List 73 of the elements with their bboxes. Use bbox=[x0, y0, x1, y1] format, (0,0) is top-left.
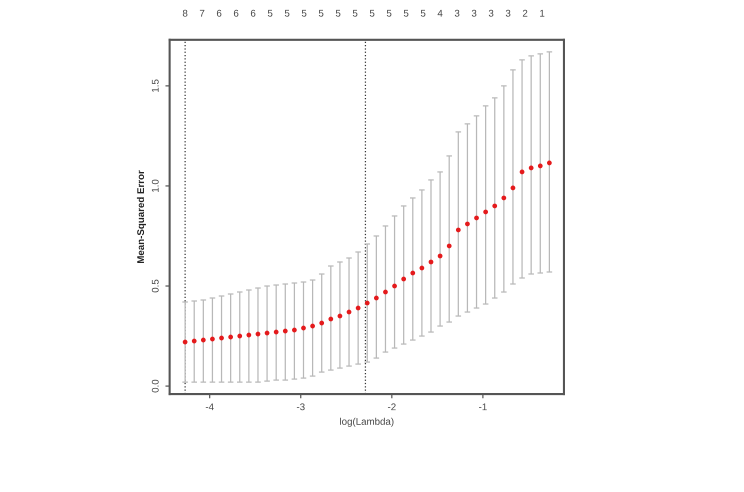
point bbox=[356, 306, 361, 310]
point bbox=[510, 186, 516, 190]
text: 6 bbox=[250, 10, 256, 17]
point bbox=[310, 324, 316, 328]
text: 5 bbox=[302, 10, 306, 17]
text: 3 bbox=[454, 10, 460, 17]
point bbox=[374, 296, 379, 300]
point bbox=[192, 338, 197, 344]
point bbox=[346, 310, 352, 314]
text: 5 bbox=[386, 10, 392, 17]
point bbox=[264, 330, 270, 336]
point bbox=[419, 266, 424, 270]
x-axis-title: log(Lambda) bbox=[340, 418, 394, 427]
point bbox=[182, 340, 188, 344]
point bbox=[456, 228, 461, 232]
text: 5 bbox=[318, 10, 324, 17]
point bbox=[282, 328, 288, 334]
y-tick-label: 0.0 bbox=[152, 380, 159, 392]
x-tick-label: -1 bbox=[479, 403, 487, 410]
x-tick-label: -2 bbox=[388, 403, 396, 410]
text: 5 bbox=[370, 10, 374, 17]
point bbox=[438, 254, 442, 258]
text: 8 bbox=[182, 10, 188, 17]
point bbox=[200, 338, 206, 342]
text: 5 bbox=[284, 10, 290, 17]
y-tick-label: 1.0 bbox=[152, 180, 159, 192]
text: 3 bbox=[472, 10, 476, 17]
y-tick-label: 0.5 bbox=[152, 280, 159, 292]
point bbox=[383, 290, 388, 294]
point bbox=[410, 270, 416, 276]
point bbox=[474, 216, 479, 220]
point bbox=[292, 328, 297, 332]
x-tick-label: -3 bbox=[296, 403, 305, 410]
y-axis-title: Mean-Squared Error bbox=[136, 170, 146, 264]
point bbox=[328, 316, 334, 322]
text: 5 bbox=[420, 10, 426, 17]
point bbox=[401, 276, 406, 282]
point bbox=[319, 320, 324, 326]
point bbox=[210, 336, 215, 342]
point bbox=[501, 196, 506, 200]
text: 6 bbox=[234, 10, 238, 17]
point bbox=[256, 332, 260, 336]
point bbox=[228, 334, 234, 340]
point bbox=[428, 260, 434, 264]
point bbox=[392, 284, 397, 288]
point bbox=[446, 244, 452, 248]
point bbox=[301, 326, 306, 330]
text: 5 bbox=[268, 10, 272, 17]
point bbox=[246, 332, 252, 338]
point bbox=[528, 166, 534, 170]
text: 1 bbox=[540, 10, 544, 17]
text: 3 bbox=[488, 10, 494, 17]
x-tick-label: -4 bbox=[206, 403, 214, 410]
point bbox=[520, 170, 524, 174]
point bbox=[274, 330, 279, 334]
text: 6 bbox=[216, 10, 222, 17]
text: 5 bbox=[336, 10, 340, 17]
text: 7 bbox=[200, 10, 204, 17]
text: 5 bbox=[352, 10, 358, 17]
text: 2 bbox=[522, 10, 528, 17]
y-tick-label: 1.5 bbox=[152, 80, 159, 92]
point bbox=[465, 222, 470, 226]
text: 4 bbox=[438, 10, 443, 17]
point bbox=[492, 204, 498, 208]
point bbox=[237, 334, 242, 338]
text: 3 bbox=[506, 10, 510, 17]
point bbox=[546, 160, 552, 166]
point bbox=[538, 164, 543, 168]
point bbox=[364, 300, 370, 306]
point bbox=[338, 314, 342, 318]
point bbox=[219, 336, 224, 340]
point bbox=[483, 210, 488, 214]
text: 5 bbox=[404, 10, 408, 17]
